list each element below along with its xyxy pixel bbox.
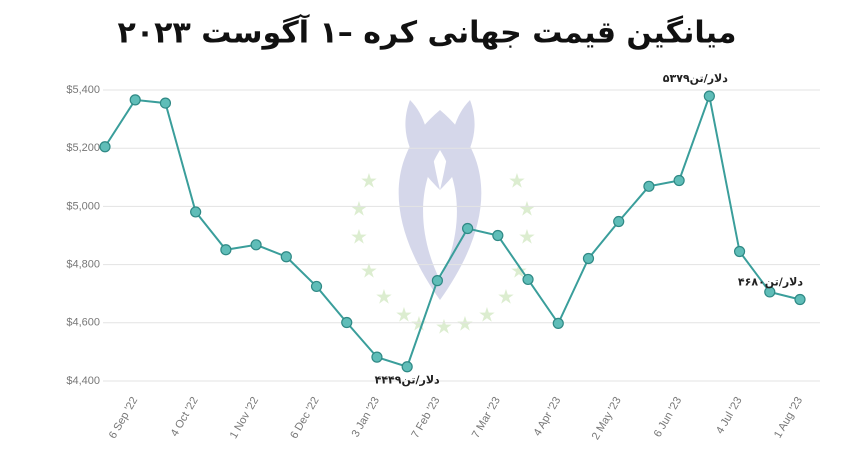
marker [522, 273, 534, 286]
marker [462, 222, 474, 235]
marker [703, 90, 715, 102]
marker [250, 239, 262, 251]
svg-text:★: ★ [497, 286, 515, 308]
x-tick-label: 6 Dec '22 [288, 395, 321, 441]
marker [733, 245, 746, 258]
marker [99, 141, 111, 153]
svg-text:★: ★ [350, 226, 368, 248]
svg-text:★: ★ [435, 316, 453, 338]
svg-text:★: ★ [518, 198, 536, 220]
x-tick-label: 1 Aug '23 [772, 395, 805, 440]
y-tick-label: $5,200 [66, 142, 100, 154]
marker [190, 206, 202, 218]
marker [371, 351, 383, 363]
svg-text:★: ★ [350, 198, 368, 220]
svg-text:★: ★ [375, 286, 393, 308]
marker [643, 180, 655, 192]
y-tick-label: $4,800 [66, 259, 100, 271]
marker [341, 316, 353, 329]
x-tick-label: 4 Jul '23 [714, 395, 745, 436]
marker [492, 229, 504, 242]
annotation: ۴۶۸۰دلار/تن [738, 276, 803, 289]
svg-text:★: ★ [478, 304, 496, 326]
marker [129, 94, 141, 106]
x-tick-label: 7 Mar '23 [470, 395, 503, 440]
svg-text:★: ★ [456, 313, 474, 335]
y-tick-label: $5,000 [66, 200, 100, 212]
marker [280, 251, 292, 263]
y-tick-label: $5,400 [66, 84, 100, 96]
x-tick-label: 1 Nov '22 [228, 395, 261, 441]
marker [673, 174, 685, 187]
marker [582, 252, 595, 265]
svg-text:★: ★ [395, 304, 413, 326]
marker [431, 275, 443, 287]
marker [310, 280, 323, 293]
x-tick-label: 7 Feb '23 [409, 395, 442, 440]
marker [220, 244, 232, 256]
y-tick-label: $4,600 [66, 317, 100, 329]
line [104, 92, 801, 368]
svg-text:★: ★ [518, 226, 536, 248]
svg-text:★: ★ [360, 260, 378, 282]
chart-title: میانگین قیمت جهانی کره –۱ آگوست ۲۰۲۳ [118, 14, 737, 51]
svg-text:★: ★ [360, 170, 378, 192]
marker [613, 215, 625, 228]
marker [401, 361, 413, 373]
x-tick-label: 4 Apr '23 [531, 395, 563, 438]
x-tick-label: 6 Sep '22 [107, 395, 140, 441]
x-tick-label: 6 Jun '23 [652, 395, 685, 439]
y-tick-label: $4,400 [66, 375, 100, 387]
watermark: ★★★★★★★ ★ ★ ★★★★★★ [350, 100, 536, 338]
marker [552, 317, 564, 329]
annotation: ۵۳۷۹دلار/تن [663, 72, 728, 85]
x-tick-label: 4 Oct '22 [169, 395, 201, 439]
annotation: ۴۴۴۹دلار/تن [375, 374, 440, 387]
x-tick-label: 3 Jan '23 [350, 395, 383, 439]
svg-text:★: ★ [508, 170, 526, 192]
x-tick-label: 2 May '23 [590, 395, 624, 442]
marker [159, 97, 172, 109]
marker [764, 286, 776, 298]
marker [794, 293, 806, 306]
